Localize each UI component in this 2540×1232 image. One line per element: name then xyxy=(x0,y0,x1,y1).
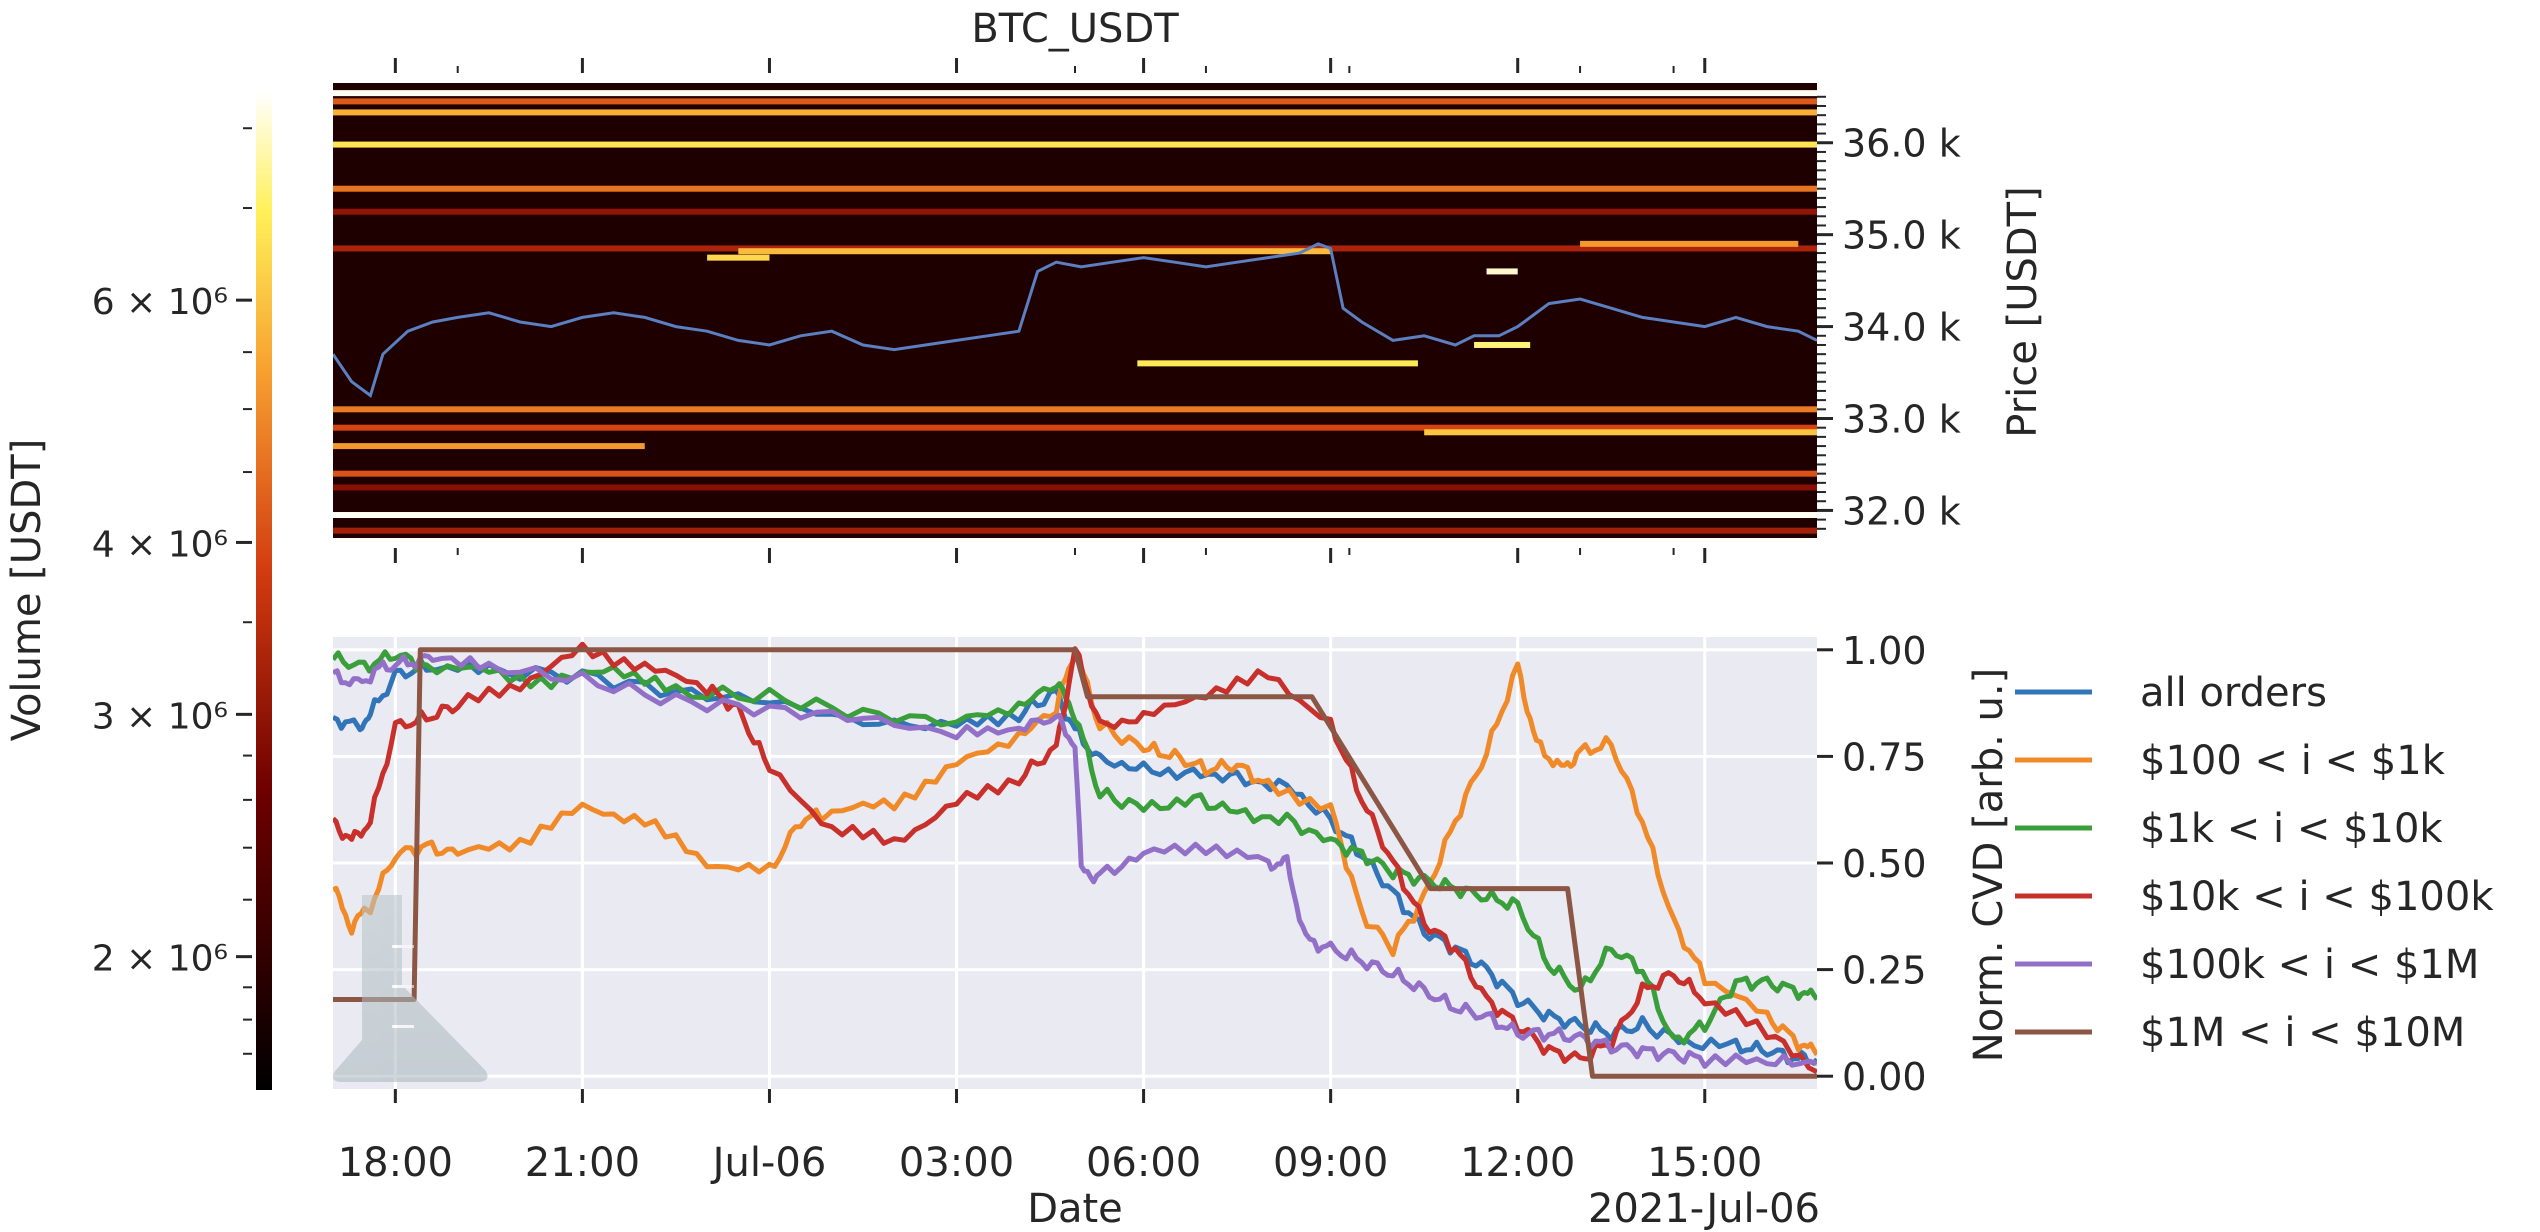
price-tick-label: 34.0 k xyxy=(1842,306,1961,350)
heatmap-level xyxy=(333,424,1817,431)
heatmap-level xyxy=(1137,360,1418,367)
heatmap-level xyxy=(333,90,1817,97)
heatmap-level xyxy=(333,484,1817,491)
cvd-axis-label: Norm. CVD [arb. u.] xyxy=(1966,668,2012,1062)
heatmap-level xyxy=(333,109,1817,116)
x-tick-label: Jul-06 xyxy=(710,1140,827,1186)
cvd-tick-label: 0.25 xyxy=(1842,949,1927,993)
colorbar-ticks: 2 × 10⁶ 3 × 10⁶ 4 × 10⁶ 6 × 10⁶ xyxy=(92,127,252,1055)
flask-logo xyxy=(332,895,488,1082)
heatmap-level xyxy=(333,527,1817,534)
x-tick-label: 03:00 xyxy=(899,1140,1014,1186)
cvd-tick-label: 1.00 xyxy=(1842,629,1927,673)
legend-label: all orders xyxy=(2140,670,2327,716)
heatmap-level xyxy=(1424,429,1817,436)
heatmap-level xyxy=(333,443,645,450)
x-tick-label: 09:00 xyxy=(1273,1140,1388,1186)
cvd-tick-label: 0.00 xyxy=(1842,1055,1927,1099)
colorbar-tick-label: 4 × 10⁶ xyxy=(92,524,228,565)
price-tick-label: 35.0 k xyxy=(1842,214,1961,258)
heatmap-x-ticks xyxy=(393,58,1707,563)
heatmap-level xyxy=(333,185,1817,192)
price-y-ticks: 32.0 k 33.0 k 34.0 k 35.0 k 36.0 k xyxy=(1817,95,1961,533)
heatmap-level xyxy=(333,406,1817,413)
legend-label: $1k < i < $10k xyxy=(2140,806,2443,852)
cvd-series-line xyxy=(333,647,1817,1079)
colorbar-tick-label: 6 × 10⁶ xyxy=(92,282,228,323)
x-tick-label: 15:00 xyxy=(1647,1140,1762,1186)
heatmap-level xyxy=(1580,240,1799,247)
cvd-y-ticks: 0.00 0.25 0.50 0.75 1.00 xyxy=(1817,629,1927,1099)
cvd-series xyxy=(333,641,1817,1079)
x-tick-label: 12:00 xyxy=(1460,1140,1575,1186)
heatmap-level xyxy=(1486,268,1518,275)
cvd-series-line xyxy=(333,641,1817,1075)
legend-label: $1M < i < $10M xyxy=(2140,1010,2465,1056)
cvd-series-line xyxy=(333,654,1817,1057)
price-line xyxy=(333,242,1817,398)
x-tick-label: 18:00 xyxy=(338,1140,453,1186)
price-tick-label: 36.0 k xyxy=(1842,122,1961,166)
heatmap-level xyxy=(707,254,770,261)
heatmap-level xyxy=(333,512,1817,519)
cvd-x-ticks: 18:00 21:00 Jul-06 03:00 06:00 09:00 12:00 15:0… xyxy=(338,1089,1762,1186)
heatmap-background xyxy=(333,83,1817,538)
legend-label: $10k < i < $100k xyxy=(2140,874,2494,920)
colorbar-label: Volume [USDT] xyxy=(4,439,50,742)
legend-label: $100k < i < $1M xyxy=(2140,942,2479,988)
heatmap-level xyxy=(333,208,1817,215)
legend: all orders $100 < i < $1k $1k < i < $10k $1… xyxy=(2015,670,2494,1056)
price-axis-label: Price [USDT] xyxy=(2000,186,2046,437)
cvd-axes: 0.00 0.25 0.50 0.75 1.00 18:00 21:00 Jul-06 03:… xyxy=(333,629,2012,1232)
heatmap-levels xyxy=(333,90,1817,534)
x-tick-label: 06:00 xyxy=(1086,1140,1201,1186)
price-tick-label: 32.0 k xyxy=(1842,489,1961,533)
legend-label: $100 < i < $1k xyxy=(2140,738,2446,784)
cvd-tick-label: 0.75 xyxy=(1842,735,1927,779)
colorbar-tick-label: 3 × 10⁶ xyxy=(92,696,228,737)
x-offset-label: 2021-Jul-06 xyxy=(1588,1186,1820,1232)
x-tick-label: 21:00 xyxy=(525,1140,640,1186)
cvd-tick-label: 0.50 xyxy=(1842,842,1927,886)
cvd-series-line xyxy=(333,649,1817,1046)
heatmap-level xyxy=(1474,341,1531,348)
colorbar: 2 × 10⁶ 3 × 10⁶ 4 × 10⁶ 6 × 10⁶ Volume [USD… xyxy=(4,92,272,1090)
colorbar-tick-label: 2 × 10⁶ xyxy=(92,939,228,980)
x-axis-label: Date xyxy=(1027,1186,1123,1232)
heatmap-level xyxy=(738,248,1331,255)
chart-title: BTC_USDT xyxy=(971,6,1179,52)
heatmap-axes: 32.0 k 33.0 k 34.0 k 35.0 k 36.0 k Price [US… xyxy=(333,58,2046,563)
heatmap-level xyxy=(333,98,1817,105)
colorbar-gradient xyxy=(256,92,272,1090)
heatmap-level xyxy=(333,470,1817,477)
price-tick-label: 33.0 k xyxy=(1842,398,1961,442)
heatmap-level xyxy=(333,141,1817,148)
